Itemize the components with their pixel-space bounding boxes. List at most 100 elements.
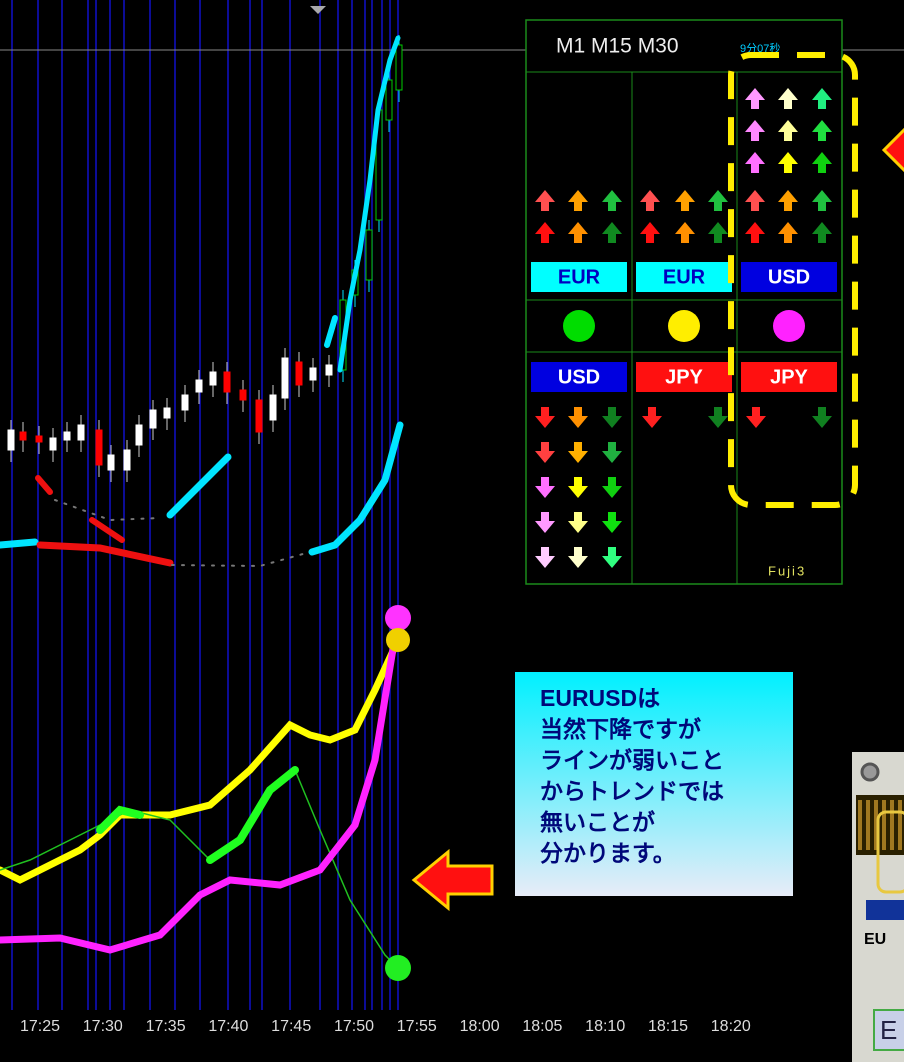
x-tick-label: 18:05 (522, 1018, 562, 1035)
up-arrow (640, 222, 660, 243)
up-arrow (778, 120, 798, 141)
x-tick-label: 18:20 (711, 1018, 751, 1035)
candle (395, 44, 403, 91)
currency-box (636, 362, 732, 392)
up-arrow (745, 222, 765, 243)
callout-line: 分かります。 (540, 840, 676, 866)
gold-stripe (866, 800, 870, 850)
candle (385, 79, 393, 121)
pointer-arrow (411, 848, 494, 912)
down-arrow (708, 407, 728, 428)
currency-box (741, 262, 837, 292)
up-arrow (812, 88, 832, 109)
up-arrow (602, 190, 622, 211)
status-dot (668, 310, 700, 342)
callout-line: EURUSDは (540, 685, 660, 711)
up-arrow (535, 222, 555, 243)
callout-line: からトレンドでは (540, 778, 724, 804)
x-tick-label: 17:30 (83, 1018, 123, 1035)
up-arrow (778, 222, 798, 243)
currency-label: JPY (770, 366, 808, 388)
candle (7, 429, 15, 451)
candle (209, 371, 217, 386)
candle (49, 437, 57, 451)
down-arrow (568, 512, 588, 533)
dot (385, 955, 411, 981)
gold-stripe (874, 800, 878, 850)
candle (35, 435, 43, 443)
candle (295, 361, 303, 386)
up-arrow (602, 222, 622, 243)
x-tick-label: 17:25 (20, 1018, 60, 1035)
up-arrow (812, 222, 832, 243)
highlight-frame (728, 52, 858, 508)
candle (281, 357, 289, 399)
flag (866, 900, 904, 920)
up-arrow (708, 190, 728, 211)
top-marker (310, 6, 326, 14)
gold-frame (876, 810, 904, 894)
candle-trend (337, 35, 401, 373)
x-tick-label: 18:00 (460, 1018, 500, 1035)
status-dot (773, 310, 805, 342)
candle (309, 367, 317, 381)
up-arrow (640, 190, 660, 211)
up-arrow (675, 190, 695, 211)
callout-line: ラインが弱いこと (540, 747, 724, 773)
gear-icon (860, 762, 880, 782)
up-arrow (778, 190, 798, 211)
down-arrow (602, 512, 622, 533)
down-arrow (568, 547, 588, 568)
currency-label: JPY (665, 366, 703, 388)
timer: 9分07秒 (740, 41, 780, 55)
strength-line (96, 805, 144, 834)
x-tick-label: 18:10 (585, 1018, 625, 1035)
gold-stripe (890, 800, 894, 850)
candle (195, 379, 203, 393)
up-arrow (745, 152, 765, 173)
candle (239, 389, 247, 401)
status-dot (563, 310, 595, 342)
currency-box (531, 262, 627, 292)
x-tick-label: 17:45 (271, 1018, 311, 1035)
panel (525, 19, 843, 585)
currency-label: EUR (558, 266, 601, 288)
x-tick-label: 17:35 (146, 1018, 186, 1035)
side-label: EU (864, 931, 886, 948)
up-arrow (812, 152, 832, 173)
ma-line (35, 475, 53, 495)
up-arrow (535, 190, 555, 211)
up-arrow (675, 222, 695, 243)
candle (77, 424, 85, 441)
up-arrow (745, 88, 765, 109)
candle (163, 407, 171, 419)
strength-line (0, 636, 402, 884)
currency-label: USD (558, 366, 600, 388)
callout-line: 無いことが (540, 809, 655, 835)
ma-line (324, 315, 338, 348)
down-arrow (602, 407, 622, 428)
down-arrow (642, 407, 662, 428)
down-arrow (535, 547, 555, 568)
gold-band (856, 795, 904, 855)
down-arrow (568, 407, 588, 428)
up-arrow (568, 190, 588, 211)
candle (223, 371, 231, 393)
candle (123, 449, 131, 471)
up-arrow (745, 190, 765, 211)
x-tick-label: 17:40 (208, 1018, 248, 1035)
x-tick-label: 17:55 (397, 1018, 437, 1035)
currency-box (531, 362, 627, 392)
strength-line (206, 766, 299, 864)
up-arrow (745, 120, 765, 141)
candle (181, 394, 189, 411)
down-arrow (812, 407, 832, 428)
down-arrow (535, 477, 555, 498)
candle (269, 394, 277, 421)
down-arrow (535, 512, 555, 533)
currency-box (636, 262, 732, 292)
ma-line (54, 499, 161, 522)
candle (63, 431, 71, 441)
candle (325, 364, 333, 376)
